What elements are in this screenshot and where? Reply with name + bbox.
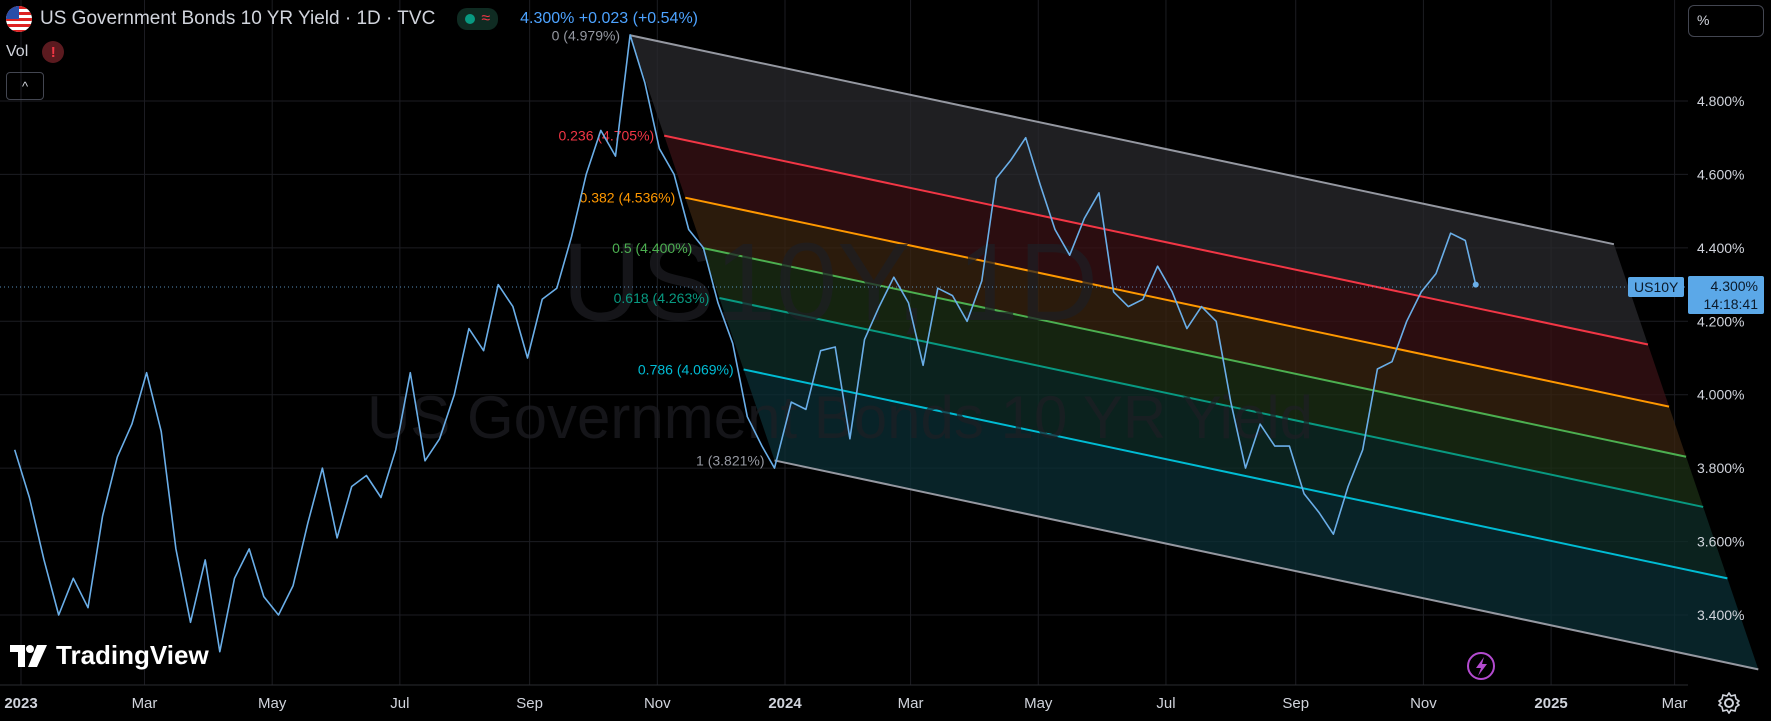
last-quote: 4.300% +0.023 (+0.54%) [520,10,698,27]
x-tick-label: 2025 [1534,695,1567,712]
x-tick-label: Mar [132,695,158,712]
y-tick-label: 3.800% [1697,460,1744,476]
x-tick-label: Sep [516,695,543,712]
fib-level-label: 0.5 (4.400%) [612,240,692,256]
fib-level-label: 0 (4.979%) [552,27,620,43]
fib-level-label: 1 (3.821%) [696,452,764,468]
fib-zone [702,247,1704,507]
y-tick-label: 4.400% [1697,240,1744,256]
x-tick-label: May [1024,695,1053,712]
symbol-title[interactable]: US Government Bonds 10 YR Yield · 1D · T… [40,8,436,29]
logo-text: TradingView [56,640,209,670]
last-price-label: 4.300% 14:18:41 [1688,276,1764,314]
x-tick-label: Sep [1282,695,1309,712]
tradingview-logo[interactable]: TradingView [10,640,209,671]
y-tick-label: 4.800% [1697,93,1744,109]
fib-level-line[interactable] [719,297,1704,508]
bar-countdown: 14:18:41 [1703,296,1759,312]
time-axis[interactable]: 2023 Mar May Jul Sep Nov 2024 Mar May Jul Sep Nov 20… [0,684,1688,712]
fib-level-line[interactable] [743,368,1728,580]
x-tick-label: 2023 [4,695,37,712]
symbol-price-label: US10Y [1628,277,1685,297]
warning-icon[interactable]: ! [42,41,65,63]
y-tick-label: 3.400% [1697,607,1744,623]
price-axis[interactable]: 4.800% 4.600% 4.400% 4.200% 4.000% 3.800% 3.60… [1697,93,1744,623]
fib-level-line[interactable] [685,196,1670,408]
volume-indicator-row: Vol ! [6,41,65,63]
price-line[interactable] [13,34,1477,653]
collapse-legend-button[interactable]: ^ [6,72,44,100]
chevron-up-icon: ^ [21,78,29,94]
fib-zone [664,135,1670,407]
fib-level-line[interactable] [629,34,1615,246]
series-layer [13,34,1479,653]
volume-label[interactable]: Vol [6,43,29,60]
fib-level-label: 0.236 (4.705%) [558,128,654,144]
fib-level-line[interactable] [702,246,1687,458]
x-tick-label: Mar [898,695,924,712]
wave-icon: ≈ [481,10,491,27]
fib-level-labels: 0 (4.979%) 0.236 (4.705%) 0.382 (4.536%) 0.… [552,27,765,468]
gear-icon[interactable] [1718,692,1740,714]
flag-icon [6,6,32,32]
fib-level-label: 0.382 (4.536%) [580,190,676,206]
fib-level-label: 0.786 (4.069%) [638,361,734,377]
fib-level-line[interactable] [774,459,1759,671]
fib-zone [743,369,1759,670]
price-scale-unit-button[interactable]: % [1688,5,1764,37]
watermark: US10Y, 1D US Government Bonds 10 YR Yiel… [367,221,1313,451]
x-tick-label: Jul [390,695,409,712]
fib-zone [630,35,1648,345]
y-tick-label: 4.000% [1697,387,1744,403]
x-tick-label: Nov [1410,695,1437,712]
fib-channel-lines [629,34,1759,671]
y-tick-label: 4.600% [1697,166,1744,182]
x-tick-label: Jul [1156,695,1175,712]
tradingview-logo-icon [10,644,47,667]
fib-level-line[interactable] [663,134,1649,346]
x-tick-label: May [258,695,287,712]
fib-level-label: 0.618 (4.263%) [614,290,710,306]
x-tick-label: Nov [644,695,671,712]
lightning-icon[interactable] [1467,652,1495,680]
watermark-name: US Government Bonds 10 YR Yield [367,384,1313,451]
fib-zone [719,298,1728,579]
watermark-symbol: US10Y, 1D [562,221,1098,344]
last-price-point [1472,281,1479,288]
x-tick-label: Mar [1662,695,1688,712]
y-tick-label: 3.600% [1697,534,1744,550]
x-tick-label: 2024 [768,695,802,712]
market-status[interactable]: ≈ [457,8,499,30]
status-dot-icon [465,14,476,24]
chart-header: US Government Bonds 10 YR Yield · 1D · T… [6,6,698,32]
last-price-value: 4.300% [1710,278,1758,294]
y-tick-label: 4.200% [1697,313,1744,329]
